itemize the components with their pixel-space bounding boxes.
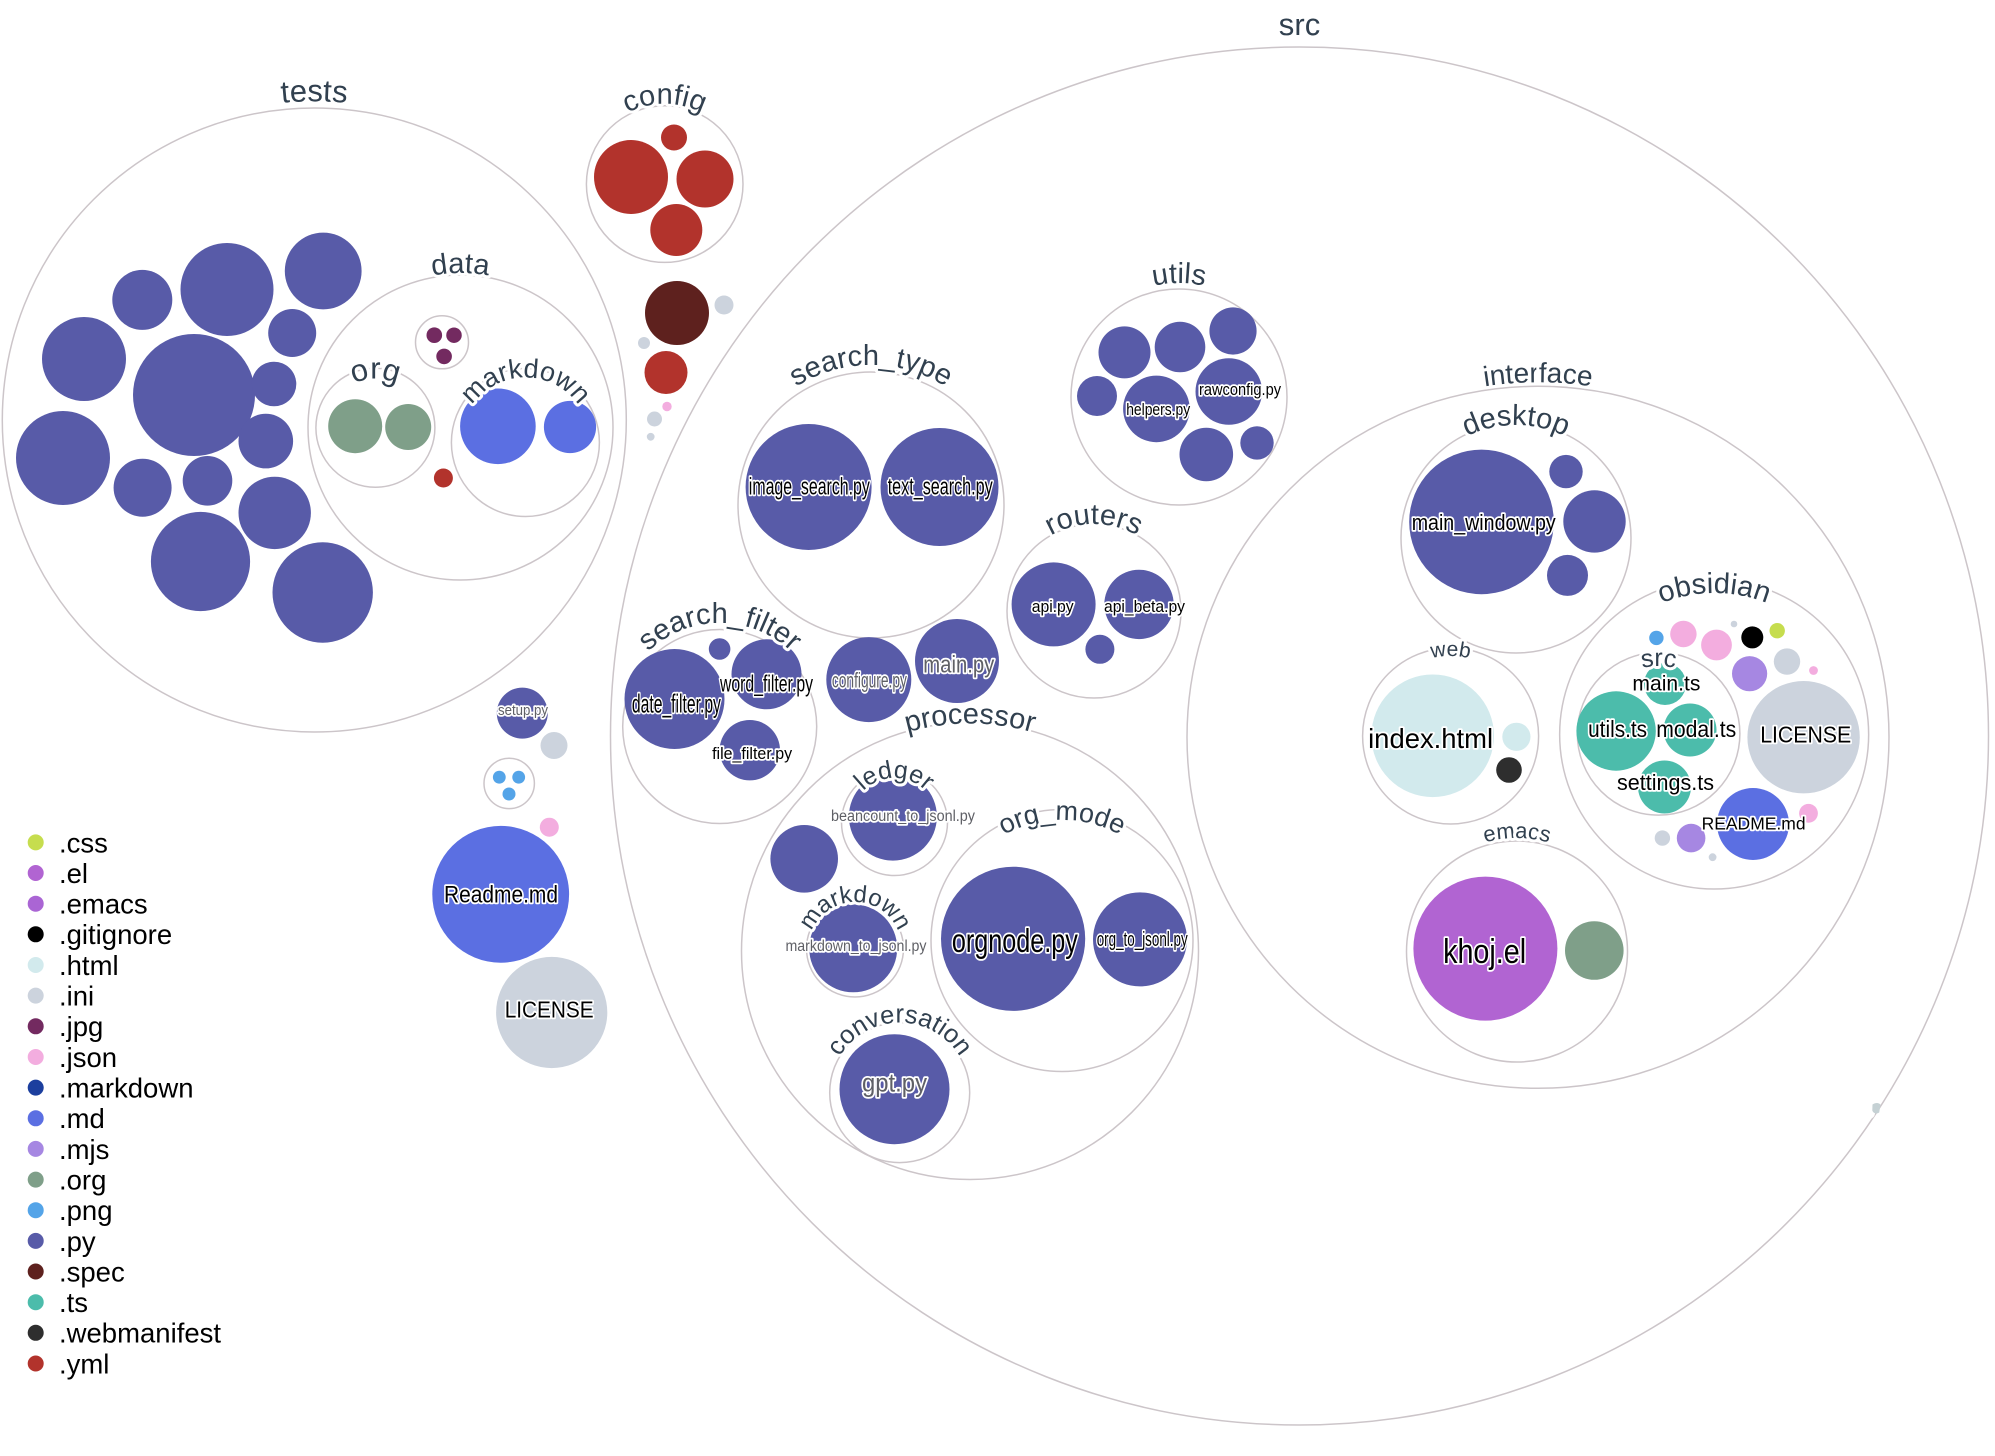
svg-text:setup.py: setup.py (498, 702, 548, 719)
svg-text:.markdown: .markdown (59, 1073, 194, 1104)
svg-text:gpt.py: gpt.py (862, 1068, 927, 1098)
svg-text:date_filter.py: date_filter.py (632, 689, 721, 719)
svg-text:modal.ts: modal.ts (1656, 716, 1736, 742)
svg-text:.mjs: .mjs (59, 1134, 109, 1165)
svg-text:web: web (1428, 638, 1473, 663)
svg-text:org_to_jsonl.py: org_to_jsonl.py (1097, 929, 1188, 951)
svg-text:settings.ts: settings.ts (1617, 770, 1714, 795)
svg-text:utils: utils (1150, 258, 1209, 293)
svg-text:interface: interface (1481, 357, 1595, 392)
svg-text:.org: .org (59, 1165, 106, 1196)
svg-text:.ts: .ts (59, 1287, 88, 1318)
svg-text:file_filter.py: file_filter.py (712, 745, 793, 763)
svg-text:src: src (1639, 644, 1679, 674)
svg-text:.gitignore: .gitignore (59, 919, 172, 950)
svg-text:.png: .png (59, 1195, 113, 1226)
svg-text:.yml: .yml (59, 1348, 109, 1379)
svg-text:README.md: README.md (1702, 814, 1806, 834)
svg-text:LICENSE: LICENSE (1760, 722, 1851, 748)
svg-text:utils.ts: utils.ts (1588, 716, 1647, 742)
svg-text:word_filter.py: word_filter.py (719, 671, 813, 697)
svg-text:text_search.py: text_search.py (888, 474, 993, 501)
svg-text:.md: .md (59, 1103, 105, 1134)
svg-text:.py: .py (59, 1226, 96, 1257)
svg-text:Readme.md: Readme.md (444, 882, 558, 909)
svg-text:index.html: index.html (1368, 723, 1493, 754)
svg-text:rawconfig.py: rawconfig.py (1199, 380, 1281, 399)
svg-text:configure.py: configure.py (832, 670, 907, 693)
svg-text:image_search.py: image_search.py (749, 474, 870, 501)
svg-text:.jpg: .jpg (59, 1011, 103, 1042)
svg-text:.spec: .spec (59, 1256, 125, 1287)
svg-text:.html: .html (59, 950, 119, 981)
svg-text:main.py: main.py (923, 652, 994, 679)
svg-text:.css: .css (59, 827, 108, 858)
svg-text:data: data (429, 248, 492, 283)
svg-text:src: src (1278, 7, 1320, 42)
svg-text:LICENSE: LICENSE (505, 997, 594, 1023)
svg-text:api.py: api.py (1032, 597, 1074, 616)
svg-text:.el: .el (59, 858, 88, 889)
svg-text:markdown_to_jsonl.py: markdown_to_jsonl.py (786, 938, 927, 955)
svg-text:beancount_to_jsonl.py: beancount_to_jsonl.py (831, 808, 975, 825)
svg-text:.ini: .ini (59, 981, 94, 1012)
svg-text:khoj.el: khoj.el (1443, 933, 1526, 971)
svg-text:helpers.py: helpers.py (1126, 400, 1190, 419)
svg-text:org: org (346, 351, 405, 390)
svg-text:main_window.py: main_window.py (1412, 510, 1556, 535)
svg-text:.json: .json (59, 1042, 117, 1073)
svg-text:tests: tests (279, 73, 349, 110)
svg-text:api_beta.py: api_beta.py (1104, 597, 1185, 616)
svg-text:main.ts: main.ts (1632, 673, 1700, 696)
svg-text:emacs: emacs (1480, 818, 1553, 848)
svg-text:.emacs: .emacs (59, 889, 148, 920)
svg-text:.webmanifest: .webmanifest (59, 1318, 221, 1349)
svg-text:orgnode.py: orgnode.py (952, 922, 1078, 959)
